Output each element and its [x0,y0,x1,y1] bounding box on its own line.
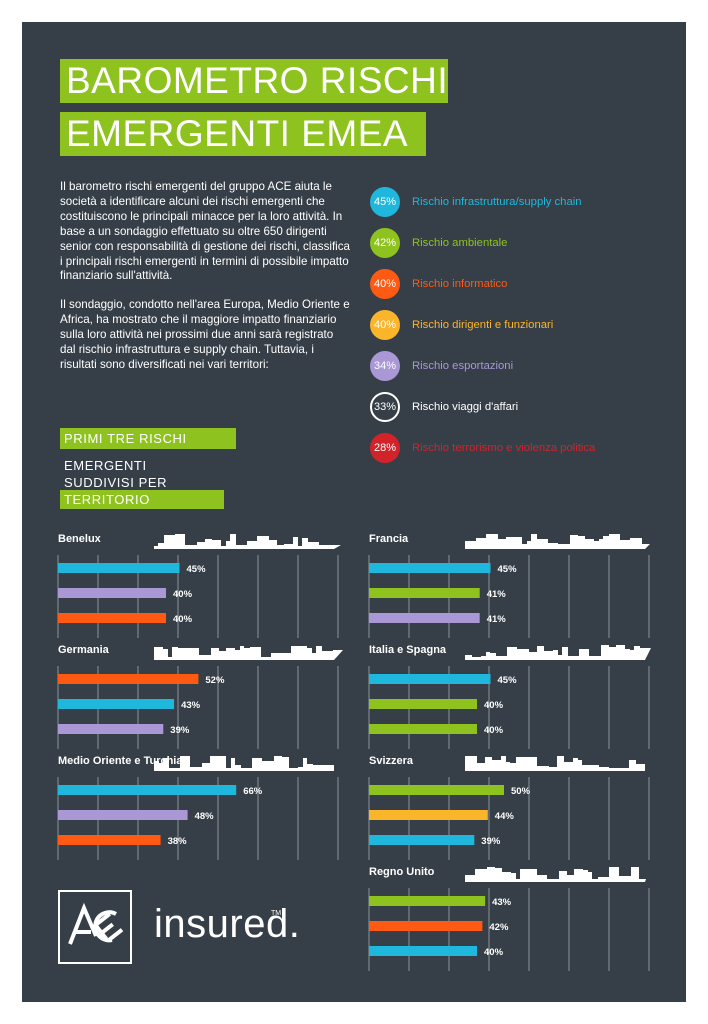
insured-tagline: insured. [154,902,301,946]
chart-title: Francia [369,533,409,545]
risk-item: 28% Rischio terrorismo e violenza politic… [370,433,686,465]
bar [369,896,486,906]
bar-value-label: 39% [481,836,501,847]
ace-logo-mark [68,902,124,945]
bar-value-label: 45% [187,564,207,575]
bar-value-label: 40% [484,725,504,736]
bar [58,588,166,598]
risk-label: Rischio terrorismo e violenza politica [412,442,596,454]
bar-value-label: 52% [205,675,225,686]
bar [369,946,477,956]
skyline-icon [154,534,341,549]
bar-value-label: 40% [173,614,193,625]
risk-percent-circle: 28% [370,433,400,463]
territory-chart: Medio Oriente e Turchia 66% 48% 38% [57,755,339,860]
risk-label: Rischio ambientale [412,237,508,249]
chart-title: Medio Oriente e Turchia [58,755,183,767]
territory-chart: Regno Unito 43% 42% 40% [368,866,650,971]
territory-chart: Francia 45% 41% 41% [368,533,650,638]
risk-item: 45% Rischio infrastruttura/supply chain [370,187,686,219]
risk-label: Rischio viaggi d'affari [412,401,519,413]
risk-percent-circle: 42% [370,228,400,258]
subtitle-line-4: TERRITORIO [60,490,224,509]
intro-text: Il barometro rischi emergenti del gruppo… [60,180,350,387]
risk-item: 33% Rischio viaggi d'affari [370,392,686,424]
bar [369,563,491,573]
risk-percent-circle: 34% [370,351,400,381]
bar-value-label: 45% [498,564,518,575]
risk-item: 40% Rischio dirigenti e funzionari [370,310,686,342]
bar-value-label: 50% [511,786,531,797]
chart-title: Svizzera [369,755,414,767]
intro-paragraph-1: Il barometro rischi emergenti del gruppo… [60,180,350,283]
bar [369,921,483,931]
bar [58,613,166,623]
risk-item: 42% Rischio ambientale [370,228,686,260]
risk-percent-circle: 40% [370,269,400,299]
territory-charts: Benelux 45% 40% 40% Francia 45% 41% 41% Germania… [57,533,651,971]
bar [369,810,488,820]
bar [58,785,237,795]
skyline-icon [465,867,646,882]
risk-percent-circle: 40% [370,310,400,340]
territory-chart: Germania 52% 43% 39% [57,644,343,749]
bar-value-label: 43% [492,897,512,908]
bar-value-label: 43% [181,700,201,711]
chart-title: Benelux [58,533,102,545]
bar-value-label: 45% [498,675,518,686]
chart-title: Germania [58,644,110,656]
risk-label: Rischio informatico [412,278,508,290]
bar [58,563,180,573]
bar-value-label: 40% [484,947,504,958]
chart-title: Italia e Spagna [369,644,447,656]
skyline-icon [465,645,651,660]
intro-paragraph-2: Il sondaggio, condotto nell'area Europa,… [60,298,350,371]
infographic-poster: BAROMETRO RISCHI EMERGENTI EMEA Il barom… [22,22,686,1002]
risk-percent-circle: 33% [370,392,400,422]
territory-chart: Italia e Spagna 45% 40% 40% [368,644,651,749]
bar [369,588,480,598]
territory-chart: Svizzera 50% 44% 39% [368,755,650,860]
bar-value-label: 38% [168,836,188,847]
trademark-symbol: TM [271,910,282,917]
bar-value-label: 42% [489,922,509,933]
skyline-icon [465,756,645,771]
bar [58,674,199,684]
bar-value-label: 41% [487,614,507,625]
risk-label: Rischio esportazioni [412,360,514,372]
risk-label: Rischio infrastruttura/supply chain [412,196,582,208]
bar [58,835,161,845]
bar [58,699,175,709]
bar-value-label: 66% [243,786,263,797]
subtitle-line-3: SUDDIVISI PER [64,475,168,490]
skyline-icon [465,534,650,549]
bar-value-label: 40% [173,589,193,600]
risk-percent-circle: 45% [370,187,400,217]
risk-label: Rischio dirigenti e funzionari [412,319,554,331]
bar [369,699,477,709]
bar [58,724,164,734]
skyline-icon [154,646,343,660]
bar-value-label: 48% [195,811,215,822]
ace-logo [58,890,132,964]
bar-value-label: 39% [170,725,190,736]
territory-chart: Benelux 45% 40% 40% [57,533,341,638]
risk-item: 34% Rischio esportazioni [370,351,686,383]
title-line-1: BAROMETRO RISCHI [60,59,449,103]
bar [369,674,491,684]
bar-value-label: 41% [487,589,507,600]
risk-item: 40% Rischio informatico [370,269,686,301]
bar-value-label: 40% [484,700,504,711]
bar [58,810,188,820]
bar [369,835,475,845]
subtitle-line-1: PRIMI TRE RISCHI [60,428,236,449]
skyline-icon [154,756,334,771]
bar [369,613,480,623]
bar [369,724,477,734]
chart-title: Regno Unito [369,866,435,878]
bar [369,785,504,795]
bar-value-label: 44% [495,811,515,822]
title-line-2: EMERGENTI EMEA [60,112,427,156]
subtitle-line-2: EMERGENTI [64,458,147,473]
